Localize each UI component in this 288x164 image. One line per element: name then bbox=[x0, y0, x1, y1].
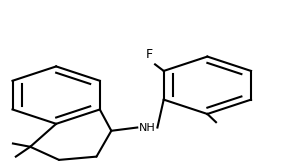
Text: F: F bbox=[146, 48, 153, 61]
Text: NH: NH bbox=[139, 123, 156, 133]
